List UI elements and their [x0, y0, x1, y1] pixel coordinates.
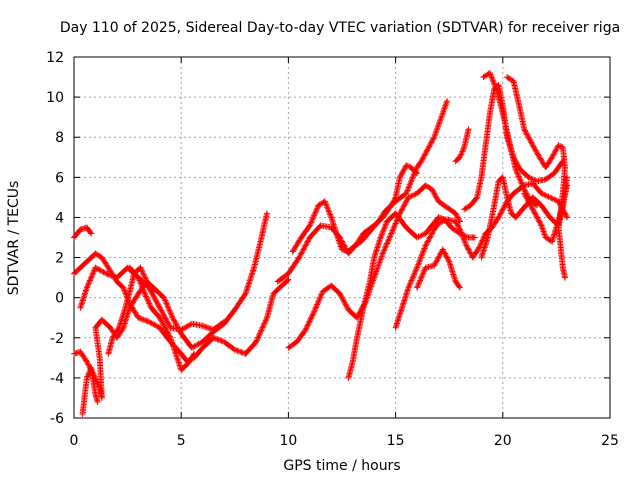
series-track-12	[392, 180, 571, 331]
data-point-markers	[345, 210, 478, 381]
series-track-18	[504, 74, 568, 281]
series-track-14	[452, 126, 472, 165]
y-tick-label: 4	[55, 210, 64, 226]
y-tick-label: 12	[46, 50, 64, 66]
y-tick-label: -2	[50, 331, 64, 347]
y-tick-label: 2	[55, 251, 64, 267]
chart-title: Day 110 of 2025, Sidereal Day-to-day VTE…	[60, 20, 620, 36]
series-track-11	[345, 210, 478, 381]
series-track-13	[414, 246, 463, 291]
y-tick-label: 6	[55, 170, 64, 186]
data-point-markers	[71, 210, 270, 401]
series-track-3	[71, 210, 270, 401]
series-track-10	[289, 98, 451, 255]
x-tick-label: 0	[70, 433, 79, 449]
y-tick-label: -6	[50, 411, 64, 427]
y-tick-label: -4	[50, 371, 64, 387]
x-tick-label: 25	[601, 433, 619, 449]
x-tick-label: 10	[279, 433, 297, 449]
axis-ticks: 0 5 10 15 20 25 -6 -4 -2 0 2 4 6 8 10 12	[46, 50, 619, 449]
y-tick-label: 10	[46, 90, 64, 106]
data-point-markers	[126, 264, 198, 373]
x-axis-label: GPS time / hours	[283, 458, 400, 474]
y-axis-label: SDTVAR / TECUs	[6, 181, 22, 296]
data-point-markers	[289, 98, 451, 255]
data-point-markers	[79, 364, 101, 417]
data-point-markers	[71, 224, 95, 241]
series-track-1	[71, 224, 95, 241]
y-tick-label: 8	[55, 130, 64, 146]
data-point-markers	[504, 74, 568, 281]
data-point-markers	[452, 126, 472, 165]
y-tick-label: 0	[55, 291, 64, 307]
x-tick-label: 20	[494, 433, 512, 449]
series-track-5	[126, 264, 198, 373]
data-point-markers	[414, 246, 463, 291]
series-track-19	[521, 182, 571, 245]
x-tick-label: 15	[387, 433, 405, 449]
data-markers	[71, 70, 571, 417]
series-track-6	[79, 364, 101, 417]
data-point-markers	[521, 182, 571, 245]
series-track-7	[105, 264, 157, 357]
x-tick-label: 5	[177, 433, 186, 449]
data-point-markers	[392, 180, 571, 331]
data-point-markers	[105, 264, 157, 357]
